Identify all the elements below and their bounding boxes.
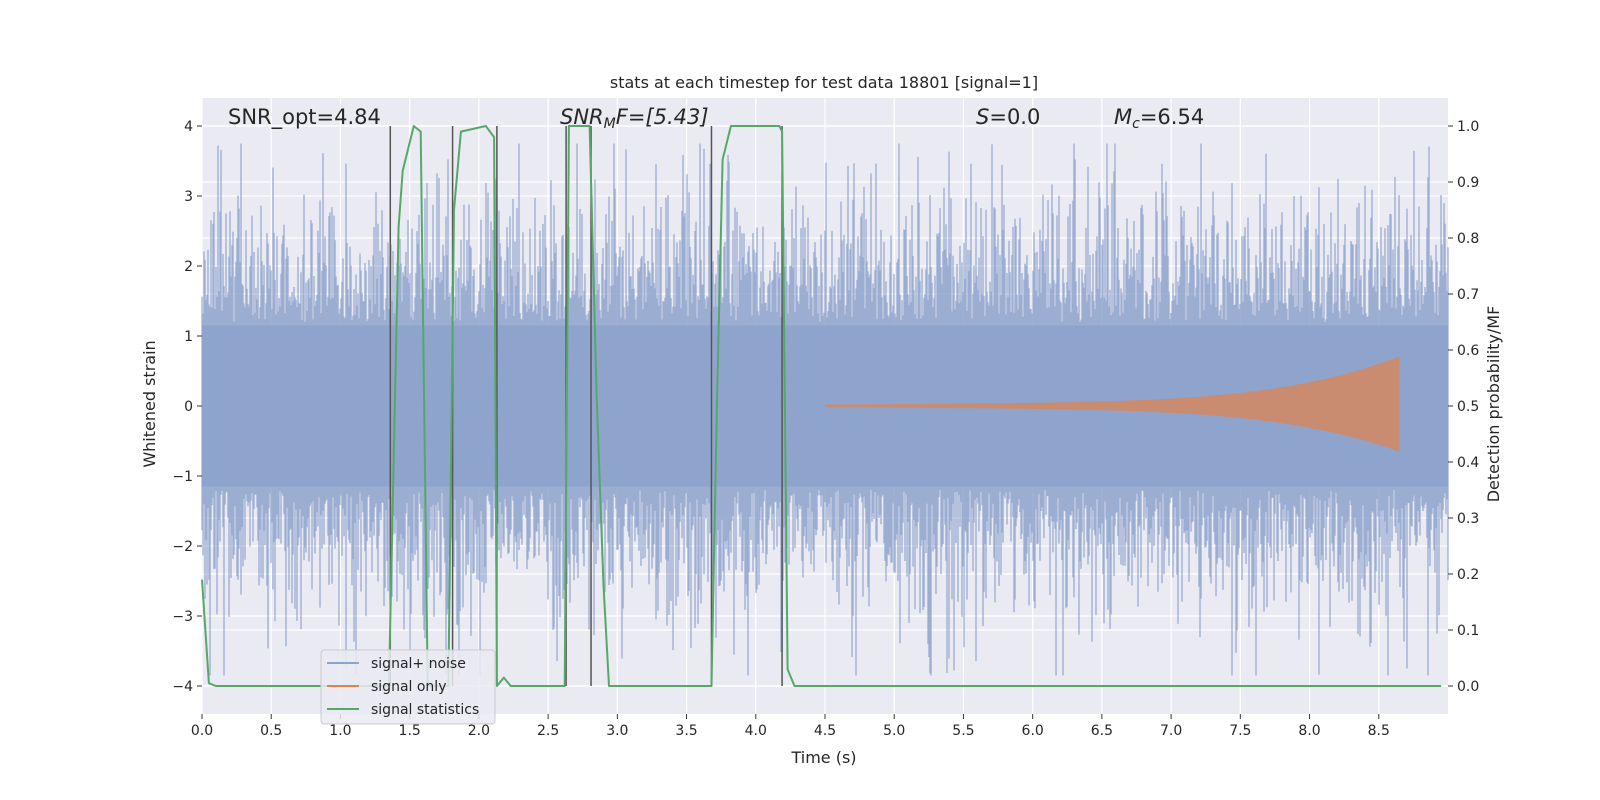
x-tick-label: 6.0 [1022, 723, 1044, 739]
legend-box [320, 649, 496, 725]
stats-line [201, 125, 1442, 687]
x-tick-label: 0.5 [260, 723, 282, 739]
y-tick-label: −3 [172, 609, 193, 625]
y2-tick-label: 0.7 [1457, 287, 1479, 303]
y2-tick-label: 0.1 [1457, 623, 1479, 639]
x-tick-label: 2.5 [537, 723, 559, 739]
annotation-mc-symbol: M [1114, 105, 1132, 129]
chirp-envelope [825, 356, 1400, 452]
annotation-snr-mf-subscript: M [604, 116, 616, 132]
y2-tick-label: 0.9 [1457, 175, 1479, 191]
annotation-s: S=0.0 [976, 105, 1040, 129]
x-tick-label: 3.5 [675, 723, 697, 739]
y2-tick-label: 0.0 [1457, 679, 1479, 695]
x-tick-label: 8.5 [1368, 723, 1390, 739]
annotation-snr-opt: SNR_opt=4.84 [228, 105, 381, 130]
y-axis-title: Whitened strain [140, 340, 159, 467]
series-signal-only [825, 356, 1400, 452]
y2-tick-label: 0.2 [1457, 567, 1479, 583]
y-tick-label: −4 [172, 679, 193, 695]
y2-axis-title: Detection probability/MF [1484, 306, 1503, 503]
y-tick-label: 0 [184, 399, 193, 415]
y-tick-label: −2 [172, 539, 193, 555]
x-tick-label: 1.0 [329, 723, 351, 739]
y2-tick-label: 0.8 [1457, 231, 1479, 247]
chart-title: stats at each timestep for test data 188… [610, 73, 1038, 92]
annotation-snr-mf: SNRMF=[5.43] [560, 105, 709, 132]
x-tick-label: 0.0 [191, 723, 213, 739]
y-tick-label: 3 [184, 189, 193, 205]
y-tick-label: 4 [184, 119, 193, 135]
y-tick-label: 2 [184, 259, 193, 275]
y2-tick-label: 0.4 [1457, 455, 1479, 471]
legend: signal+ noise signal only signal statist… [320, 649, 496, 725]
x-tick-label: 7.0 [1160, 723, 1182, 739]
x-axis-title: Time (s) [790, 748, 856, 767]
x-tick-label: 5.0 [883, 723, 905, 739]
y2-tick-label: 0.6 [1457, 343, 1479, 359]
y2-tick-label: 1.0 [1457, 119, 1479, 135]
y2-tick-label: 0.3 [1457, 511, 1479, 527]
y-tick-label: −1 [172, 469, 193, 485]
annotation-snr-mf-value: F=[5.43] [616, 105, 709, 129]
x-tick-label: 4.0 [745, 723, 767, 739]
series-signal-statistics [201, 125, 1442, 687]
x-tick-label: 3.0 [606, 723, 628, 739]
x-tick-label: 5.5 [952, 723, 974, 739]
y-tick-label: 1 [184, 329, 193, 345]
annotation-mc-subscript: c [1132, 116, 1140, 132]
x-tick-label: 8.0 [1298, 723, 1320, 739]
y2-axis-ticks: 1.0 0.9 0.8 0.7 0.6 0.5 0.4 0.3 0.2 0.1 0.0 [1448, 119, 1479, 695]
x-axis-ticks: 0.0 0.5 1.0 1.5 2.0 2.5 3.0 3.5 4.0 4.5 5.0 5.5 6.0 6… [191, 714, 1390, 739]
x-tick-label: 7.5 [1229, 723, 1251, 739]
annotation-s-symbol: S [976, 105, 989, 129]
annotation-mc-value: =6.54 [1140, 105, 1204, 129]
y2-tick-label: 0.5 [1457, 399, 1479, 415]
x-tick-label: 1.5 [399, 723, 421, 739]
x-tick-label: 4.5 [814, 723, 836, 739]
legend-label-signal-only: signal only [371, 679, 446, 695]
legend-label-signal-statistics: signal statistics [371, 702, 479, 718]
annotation-s-value: =0.0 [989, 105, 1040, 129]
y-axis-ticks: 4 3 2 1 0 −1 −2 −3 −4 [172, 119, 202, 695]
legend-label-signal-plus-noise: signal+ noise [371, 656, 466, 672]
annotation-snr-mf-symbol: SNR [560, 105, 604, 129]
x-tick-label: 2.0 [468, 723, 490, 739]
annotation-mc: Mc=6.54 [1114, 105, 1204, 132]
x-tick-label: 6.5 [1091, 723, 1113, 739]
